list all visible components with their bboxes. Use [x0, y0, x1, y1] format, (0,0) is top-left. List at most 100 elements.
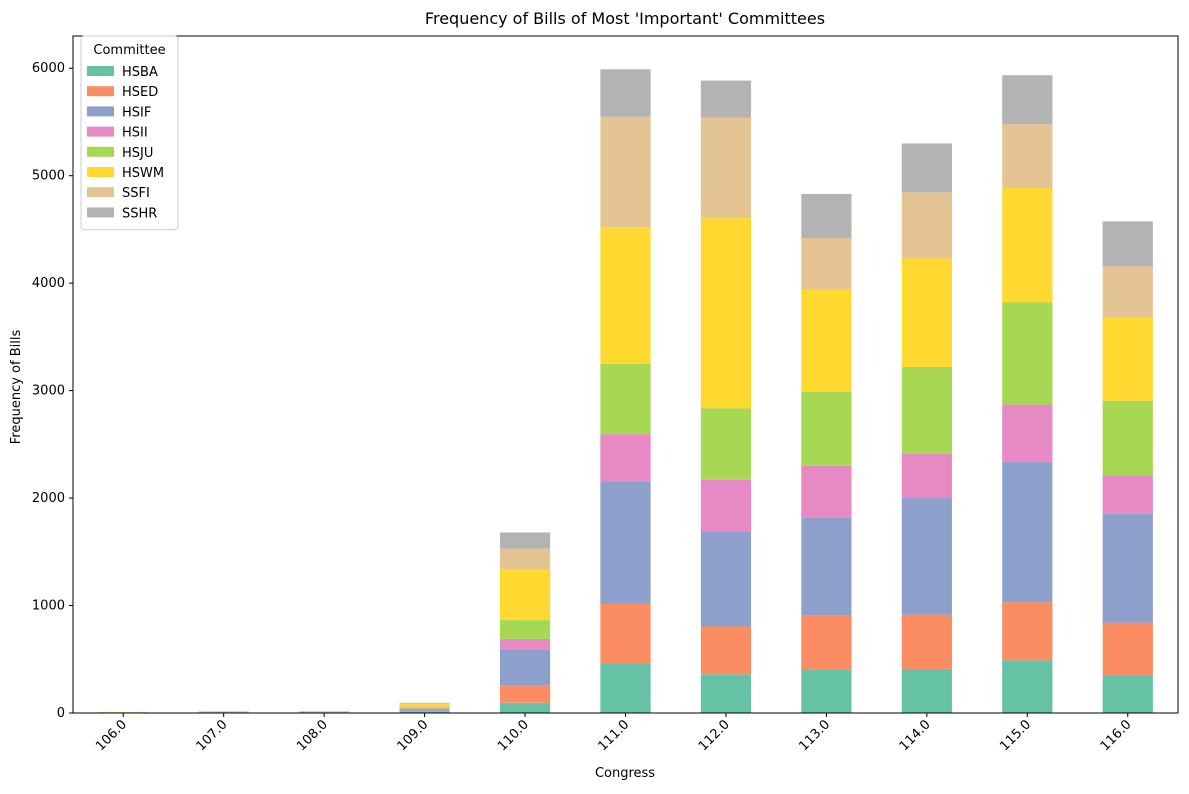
- bar-hsif-113-0: [801, 518, 851, 616]
- x-tick-label: 114.0: [897, 717, 934, 754]
- x-tick-label: 111.0: [595, 717, 632, 754]
- x-tick-label: 115.0: [997, 717, 1034, 754]
- bar-hsii-109-0: [399, 708, 449, 709]
- legend-swatch-ssfi: [87, 187, 114, 197]
- x-tick-label: 108.0: [294, 717, 331, 754]
- y-tick-label: 3000: [32, 384, 65, 399]
- bar-ssfi-114-0: [902, 192, 952, 258]
- bar-hsed-115-0: [1002, 602, 1052, 660]
- bar-hsju-116-0: [1103, 401, 1153, 476]
- bar-hsii-116-0: [1103, 476, 1153, 514]
- bar-hsed-109-0: [399, 711, 449, 712]
- bar-hsed-114-0: [902, 615, 952, 669]
- bar-hsba-116-0: [1103, 675, 1153, 713]
- x-tick-label: 113.0: [796, 717, 833, 754]
- bar-ssfi-113-0: [801, 238, 851, 290]
- bar-sshr-113-0: [801, 194, 851, 238]
- bar-hsif-115-0: [1002, 462, 1052, 602]
- bar-stack-109-0: [399, 703, 449, 713]
- bar-stack-116-0: [1103, 221, 1153, 713]
- bar-ssfi-111-0: [600, 117, 650, 228]
- bar-hswm-109-0: [399, 704, 449, 707]
- bar-ssfi-116-0: [1103, 267, 1153, 318]
- legend: CommitteeHSBAHSEDHSIFHSIIHSJUHSWMSSFISSH…: [81, 36, 178, 230]
- bar-stack-113-0: [801, 194, 851, 713]
- bar-hswm-112-0: [701, 218, 751, 408]
- bar-hswm-114-0: [902, 258, 952, 367]
- bar-hsju-114-0: [902, 367, 952, 454]
- bar-sshr-111-0: [600, 69, 650, 116]
- bar-stack-115-0: [1002, 75, 1052, 713]
- bar-hsju-115-0: [1002, 303, 1052, 405]
- legend-swatch-hsba: [87, 66, 114, 76]
- bar-hswm-110-0: [500, 569, 550, 620]
- bar-sshr-115-0: [1002, 75, 1052, 124]
- bar-hsba-114-0: [902, 669, 952, 713]
- bar-hsba-112-0: [701, 674, 751, 713]
- bar-hsju-113-0: [801, 392, 851, 466]
- bar-ssfi-109-0: [399, 703, 449, 704]
- bar-stack-111-0: [600, 69, 650, 713]
- bar-hsed-112-0: [701, 626, 751, 674]
- bar-hsed-111-0: [600, 604, 650, 664]
- y-tick-label: 6000: [32, 61, 65, 76]
- bar-hsed-113-0: [801, 616, 851, 670]
- bar-hsif-116-0: [1103, 514, 1153, 623]
- legend-label-hswm: HSWM: [122, 166, 164, 181]
- bar-hsii-114-0: [902, 454, 952, 498]
- bar-hsif-114-0: [902, 498, 952, 615]
- y-tick-label: 1000: [32, 599, 65, 614]
- x-tick-label: 106.0: [93, 717, 130, 754]
- y-tick-label: 5000: [32, 169, 65, 184]
- x-tick-label: 107.0: [194, 717, 231, 754]
- legend-label-hsii: HSII: [122, 126, 148, 141]
- y-axis-label: Frequency of Bills: [9, 330, 24, 445]
- y-tick-label: 2000: [32, 491, 65, 506]
- bar-hsii-115-0: [1002, 405, 1052, 462]
- bar-stack-114-0: [902, 143, 952, 713]
- bars-layer: [98, 69, 1153, 713]
- bar-hswm-113-0: [801, 290, 851, 392]
- bar-hsii-110-0: [500, 639, 550, 650]
- bar-sshr-112-0: [701, 81, 751, 118]
- legend-label-sshr: SSHR: [122, 206, 157, 221]
- bar-hsju-109-0: [399, 707, 449, 708]
- bar-ssfi-112-0: [701, 118, 751, 218]
- bar-hsju-112-0: [701, 408, 751, 479]
- bar-hsju-110-0: [500, 620, 550, 639]
- bar-hswm-115-0: [1002, 188, 1052, 302]
- bar-hsii-111-0: [600, 434, 650, 482]
- legend-label-hsju: HSJU: [122, 146, 153, 161]
- legend-swatch-hsii: [87, 127, 114, 137]
- x-tick-label: 109.0: [394, 717, 431, 754]
- bar-hsed-110-0: [500, 685, 550, 703]
- bar-hsba-110-0: [500, 703, 550, 713]
- legend-title: Committee: [93, 43, 165, 58]
- legend-swatch-sshr: [87, 207, 114, 217]
- legend-swatch-hsif: [87, 106, 114, 116]
- bar-hsba-113-0: [801, 670, 851, 713]
- bar-hswm-111-0: [600, 227, 650, 363]
- bar-stack-112-0: [701, 81, 751, 713]
- bar-hsif-109-0: [399, 709, 449, 711]
- x-tick-label: 112.0: [696, 717, 733, 754]
- x-tick-label: 116.0: [1098, 717, 1135, 754]
- bar-sshr-109-0: [399, 703, 449, 704]
- bar-hsii-113-0: [801, 466, 851, 518]
- y-tick-label: 4000: [32, 276, 65, 291]
- y-tick-label: 0: [57, 706, 65, 721]
- legend-swatch-hsed: [87, 86, 114, 96]
- legend-swatch-hswm: [87, 167, 114, 177]
- legend-label-hsba: HSBA: [122, 65, 158, 80]
- bar-sshr-110-0: [500, 532, 550, 548]
- legend-label-ssfi: SSFI: [122, 186, 150, 201]
- bar-hsif-111-0: [600, 482, 650, 604]
- x-axis-label: Congress: [595, 766, 655, 781]
- chart-title: Frequency of Bills of Most 'Important' C…: [425, 9, 825, 28]
- legend-label-hsif: HSIF: [122, 105, 151, 120]
- x-tick-label: 110.0: [495, 717, 532, 754]
- bar-hsba-115-0: [1002, 660, 1052, 713]
- bar-ssfi-110-0: [500, 549, 550, 569]
